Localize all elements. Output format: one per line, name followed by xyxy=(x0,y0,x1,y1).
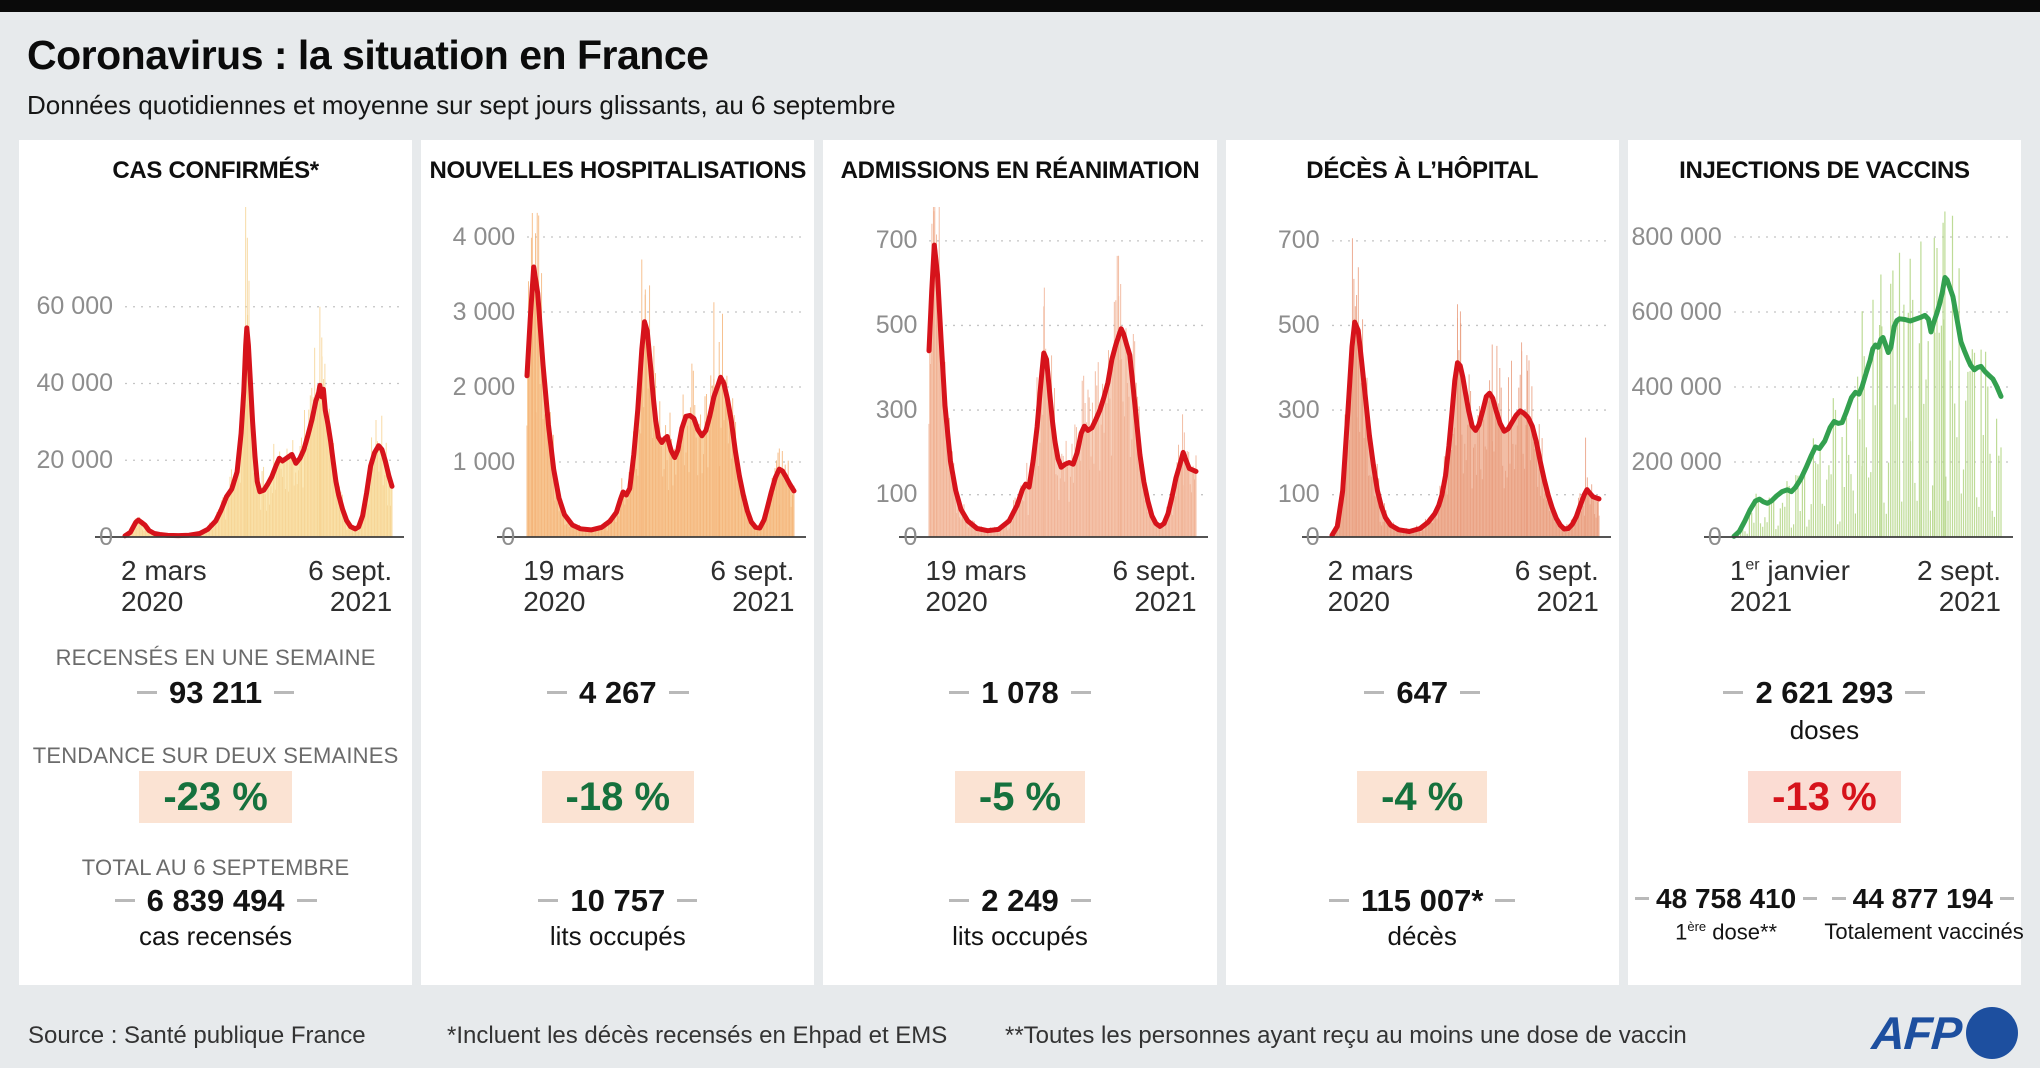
x-axis-labels: 2 mars 2020 6 sept. 2021 xyxy=(19,547,412,617)
total-value: 10 757 xyxy=(421,883,814,919)
afp-logo-text: AFP xyxy=(1870,1007,1963,1059)
label-week: RECENSÉS EN UNE SEMAINE xyxy=(55,644,376,670)
chart-canvas xyxy=(497,212,807,538)
avg-line xyxy=(524,264,797,533)
source-credit: Source : Santé publique France xyxy=(28,1022,366,1049)
trend-badge: -18 % xyxy=(541,770,695,823)
panel-title-deces: DÉCÈS À L’HÔPITAL xyxy=(1306,157,1539,185)
panel-vaccins: INJECTIONS DE VACCINS 0 200 000 400 000 600… xyxy=(1627,140,2024,986)
x-axis-start-label: 19 mars 2020 xyxy=(925,554,1027,617)
trend-row: -5 % xyxy=(823,770,1216,823)
x-axis-end-label: 6 sept. 2021 xyxy=(1112,554,1197,617)
avg-line xyxy=(122,325,395,538)
panels-row: CAS CONFIRMÉS* 0 20 000 40 000 60 000 2 mar… xyxy=(19,140,2024,986)
label-trend: TENDANCE SUR DEUX SEMAINES xyxy=(32,742,399,768)
x-axis-start-label: 2 mars 2020 xyxy=(1327,554,1414,617)
trend-badge: -13 % xyxy=(1748,770,1901,823)
x-axis-labels: 1er janvier 2021 2 sept. 2021 xyxy=(1628,547,2021,617)
stats-reanimation: 1 078 -5 % 2 249 lits occupés xyxy=(823,631,1216,951)
trend-row: -18 % xyxy=(421,770,814,823)
footnote-doses: **Toutes les personnes ayant reçu au moi… xyxy=(1005,1022,1687,1049)
trend-row: -13 % xyxy=(1628,770,2021,823)
afp-logo-globe-icon xyxy=(1966,1007,2018,1059)
trend-badge: -4 % xyxy=(1357,770,1488,823)
week-value: 1 078 xyxy=(823,675,1216,711)
footnote-ehpad: *Incluent les décès recensés en Ehpad et… xyxy=(447,1022,948,1049)
trend-badge: -23 % xyxy=(139,770,292,823)
week-value: 93 211 xyxy=(19,675,412,711)
fully-vaccinated-value: 44 877 194 xyxy=(1824,883,2021,915)
area-fill xyxy=(527,266,795,537)
fully-vaccinated-block: 44 877 194 Totalement vaccinés xyxy=(1824,883,2024,945)
stats-vaccins: 2 621 293 doses -13 % 48 758 410 1ère do… xyxy=(1628,631,2024,951)
page-title: Coronavirus : la situation en France xyxy=(27,32,709,78)
week-value: 2 621 293 xyxy=(1628,675,2021,711)
afp-logo: AFP xyxy=(1870,1006,2018,1060)
week-value: 4 267 xyxy=(421,675,814,711)
header: Coronavirus : la situation en France Don… xyxy=(0,32,2040,121)
x-axis-labels: 19 mars 2020 6 sept. 2021 xyxy=(421,547,814,617)
x-axis-labels: 19 mars 2020 6 sept. 2021 xyxy=(823,547,1216,617)
first-dose-label: 1ère dose** xyxy=(1675,918,1778,944)
daily-bars xyxy=(1733,211,2002,537)
week-unit: doses xyxy=(1789,714,1860,745)
x-axis-start-label: 2 mars 2020 xyxy=(121,554,207,617)
area-fill xyxy=(125,327,392,537)
stats-hospitalisations: 4 267 -18 % 10 757 lits occupés xyxy=(421,631,814,951)
top-black-bar xyxy=(0,0,2040,12)
x-axis-start-label: 19 mars 2020 xyxy=(523,554,625,617)
week-value: 647 xyxy=(1226,675,1619,711)
area-fill xyxy=(929,244,1197,537)
total-value: 2 249 xyxy=(823,883,1216,919)
panel-cas-confirmes: CAS CONFIRMÉS* 0 20 000 40 000 60 000 2 mar… xyxy=(19,140,413,986)
avg-line xyxy=(926,242,1199,533)
panel-deces: DÉCÈS À L’HÔPITAL 0 100 300 500 700 2 mars 20… xyxy=(1225,140,1619,986)
area-fill xyxy=(1331,321,1599,537)
chart-deces: 0 100 300 500 700 xyxy=(1226,197,1619,549)
total-unit: lits occupés xyxy=(549,920,686,951)
panel-title-reanimation: ADMISSIONS EN RÉANIMATION xyxy=(840,157,1200,185)
x-axis-end-label: 6 sept. 2021 xyxy=(1514,554,1599,617)
x-axis-end-label: 6 sept. 2021 xyxy=(308,554,393,617)
chart-cas-confirmes: 0 20 000 40 000 60 000 xyxy=(19,197,412,549)
total-unit: décès xyxy=(1387,920,1457,951)
chart-canvas xyxy=(95,206,404,538)
label-total: TOTAL AU 6 SEPTEMBRE xyxy=(81,854,350,880)
chart-canvas xyxy=(899,206,1209,538)
chart-canvas xyxy=(1301,237,1611,538)
first-dose-value: 48 758 410 xyxy=(1628,883,1825,915)
avg-line xyxy=(1329,319,1602,538)
chart-vaccins: 0 200 000 400 000 600 000 800 000 xyxy=(1628,197,2021,549)
total-value: 115 007* xyxy=(1226,883,1619,919)
panel-title-hospitalisations: NOUVELLES HOSPITALISATIONS xyxy=(429,157,807,185)
chart-reanimation: 0 100 300 500 700 xyxy=(823,197,1216,549)
fully-vaccinated-label: Totalement vaccinés xyxy=(1824,918,2024,944)
avg-line xyxy=(1731,274,2004,539)
chart-canvas xyxy=(1703,211,2013,539)
panel-reanimation: ADMISSIONS EN RÉANIMATION 0 100 300 500 700 … xyxy=(823,140,1217,986)
total-value: 6 839 494 xyxy=(19,883,412,919)
panel-title-vaccins: INJECTIONS DE VACCINS xyxy=(1679,157,1970,185)
footer: Source : Santé publique France *Incluent… xyxy=(0,1000,2040,1068)
vaccine-totals: 48 758 410 1ère dose** 44 877 194 Totale… xyxy=(1628,883,2024,945)
x-axis-end-label: 2 sept. 2021 xyxy=(1916,554,2002,617)
total-unit: cas recensés xyxy=(139,920,293,951)
trend-badge: -5 % xyxy=(954,770,1086,823)
first-dose-block: 48 758 410 1ère dose** xyxy=(1628,883,1825,945)
stats-deces: 647 -4 % 115 007* décès xyxy=(1226,631,1619,951)
stats-cas-confirmes: RECENSÉS EN UNE SEMAINE 93 211 TENDANCE … xyxy=(19,631,412,951)
x-axis-start-label: 1er janvier 2021 xyxy=(1729,554,1850,617)
total-unit: lits occupés xyxy=(952,920,1088,951)
panel-title-cas-confirmes: CAS CONFIRMÉS* xyxy=(112,157,319,185)
x-axis-end-label: 6 sept. 2021 xyxy=(710,554,795,617)
page-subtitle: Données quotidiennes et moyenne sur sept… xyxy=(27,90,896,121)
trend-row: -4 % xyxy=(1226,770,1619,823)
trend-row: -23 % xyxy=(19,770,412,823)
x-axis-labels: 2 mars 2020 6 sept. 2021 xyxy=(1226,547,1619,617)
